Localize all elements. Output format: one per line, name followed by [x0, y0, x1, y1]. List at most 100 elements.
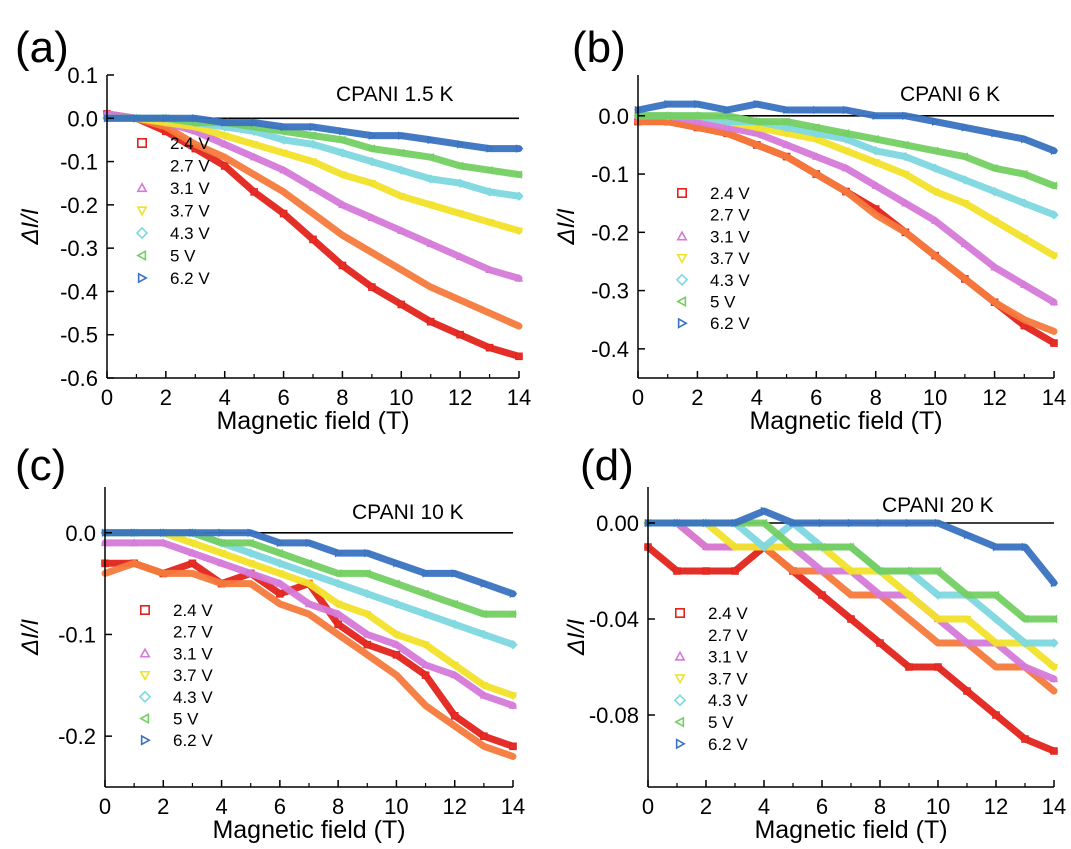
data-point [392, 631, 401, 639]
data-point [962, 615, 972, 624]
legend-marker [674, 650, 686, 661]
y-tick-label: -0.1 [591, 162, 629, 187]
data-point [456, 330, 464, 339]
legend-marker [674, 716, 685, 728]
data-point [934, 518, 943, 528]
data-point [397, 300, 406, 309]
data-point [961, 123, 970, 132]
chart-panel: 0 2 4 6 8 10 12 14 -0.2 -0.1 0.0 Magnetic field (T)… [15, 441, 525, 844]
data-point [246, 560, 255, 568]
data-point [871, 181, 880, 189]
data-point [338, 261, 347, 270]
data-point [304, 559, 313, 568]
series-line [634, 100, 1058, 155]
data-point [963, 530, 972, 540]
legend-label: 5 V [708, 713, 734, 732]
series-line [101, 539, 517, 710]
data-point [933, 590, 943, 600]
data-point [930, 188, 940, 196]
data-point [933, 566, 942, 576]
data-point [991, 129, 1000, 138]
y-axis-label: ΔI/I [563, 619, 590, 656]
legend-marker [676, 295, 687, 308]
data-point [1049, 614, 1058, 624]
data-point [992, 542, 1001, 552]
data-point [759, 518, 768, 528]
legend: 2.4 V 2.7 V 3.1 V 3.7 V 4.3 V 5 V 6.2 V [135, 134, 210, 288]
data-point [398, 131, 406, 140]
data-point [782, 117, 790, 126]
y-tick-label: -0.1 [60, 150, 98, 175]
data-point [159, 538, 168, 547]
y-tick-label: 0.1 [67, 63, 98, 88]
data-point [673, 518, 682, 528]
data-point [934, 663, 942, 671]
data-point [664, 99, 673, 109]
data-point [392, 640, 401, 648]
data-point [338, 200, 347, 209]
series-line [103, 110, 523, 330]
data-point [421, 660, 430, 669]
y-tick-label: -0.2 [591, 220, 629, 245]
data-point [960, 152, 969, 161]
data-point [333, 578, 343, 589]
x-tick-label: 0 [101, 385, 113, 410]
data-point [455, 252, 465, 260]
data-point [308, 158, 318, 167]
data-point [367, 156, 377, 167]
data-point [396, 165, 406, 175]
legend-label: 5 V [710, 293, 736, 312]
y-tick-label: -0.2 [60, 193, 98, 218]
legend-label: 2.7 V [710, 206, 750, 225]
data-point [426, 201, 435, 210]
data-point [275, 548, 284, 558]
data-point [304, 568, 314, 579]
data-point [515, 352, 523, 361]
panel-label: (c) [15, 441, 66, 490]
data-point [817, 542, 826, 552]
data-point [486, 144, 495, 153]
x-tick-label: 10 [384, 794, 408, 819]
data-point [514, 274, 524, 282]
data-point [1021, 735, 1029, 743]
data-point [992, 711, 1000, 719]
data-point [731, 518, 740, 528]
legend-marker [137, 272, 148, 284]
data-point [278, 135, 289, 145]
data-point [279, 209, 288, 218]
x-tick-label: 4 [219, 385, 231, 410]
series-line [634, 112, 1058, 190]
data-point [337, 148, 348, 158]
data-point [692, 111, 701, 121]
data-point [905, 518, 914, 528]
x-tick-label: 8 [332, 794, 344, 819]
x-tick-label: 4 [215, 794, 227, 819]
data-point [275, 570, 285, 578]
data-point [842, 105, 851, 115]
data-point [1049, 297, 1059, 306]
data-point [304, 599, 314, 608]
x-axis-label: Magnetic field (T) [749, 407, 942, 435]
data-point [904, 566, 913, 576]
y-axis-label: ΔI/I [17, 208, 44, 245]
data-point [450, 712, 459, 720]
y-tick-label: -0.6 [60, 366, 98, 391]
legend-label: 5 V [173, 710, 199, 729]
data-point [220, 162, 229, 170]
legend-label: 3.7 V [173, 666, 213, 685]
data-point [339, 127, 347, 136]
data-point [309, 122, 318, 132]
x-tick-label: 10 [926, 794, 950, 819]
data-point [451, 569, 460, 578]
data-point [308, 139, 318, 149]
data-point [275, 579, 285, 587]
data-point [508, 639, 518, 650]
data-point [421, 589, 429, 598]
data-point [250, 188, 258, 196]
data-point [960, 200, 970, 208]
series-line [644, 519, 1058, 671]
panel-label: (d) [580, 441, 634, 490]
series-line [644, 507, 1058, 587]
data-point [990, 262, 999, 271]
data-point [421, 641, 430, 650]
